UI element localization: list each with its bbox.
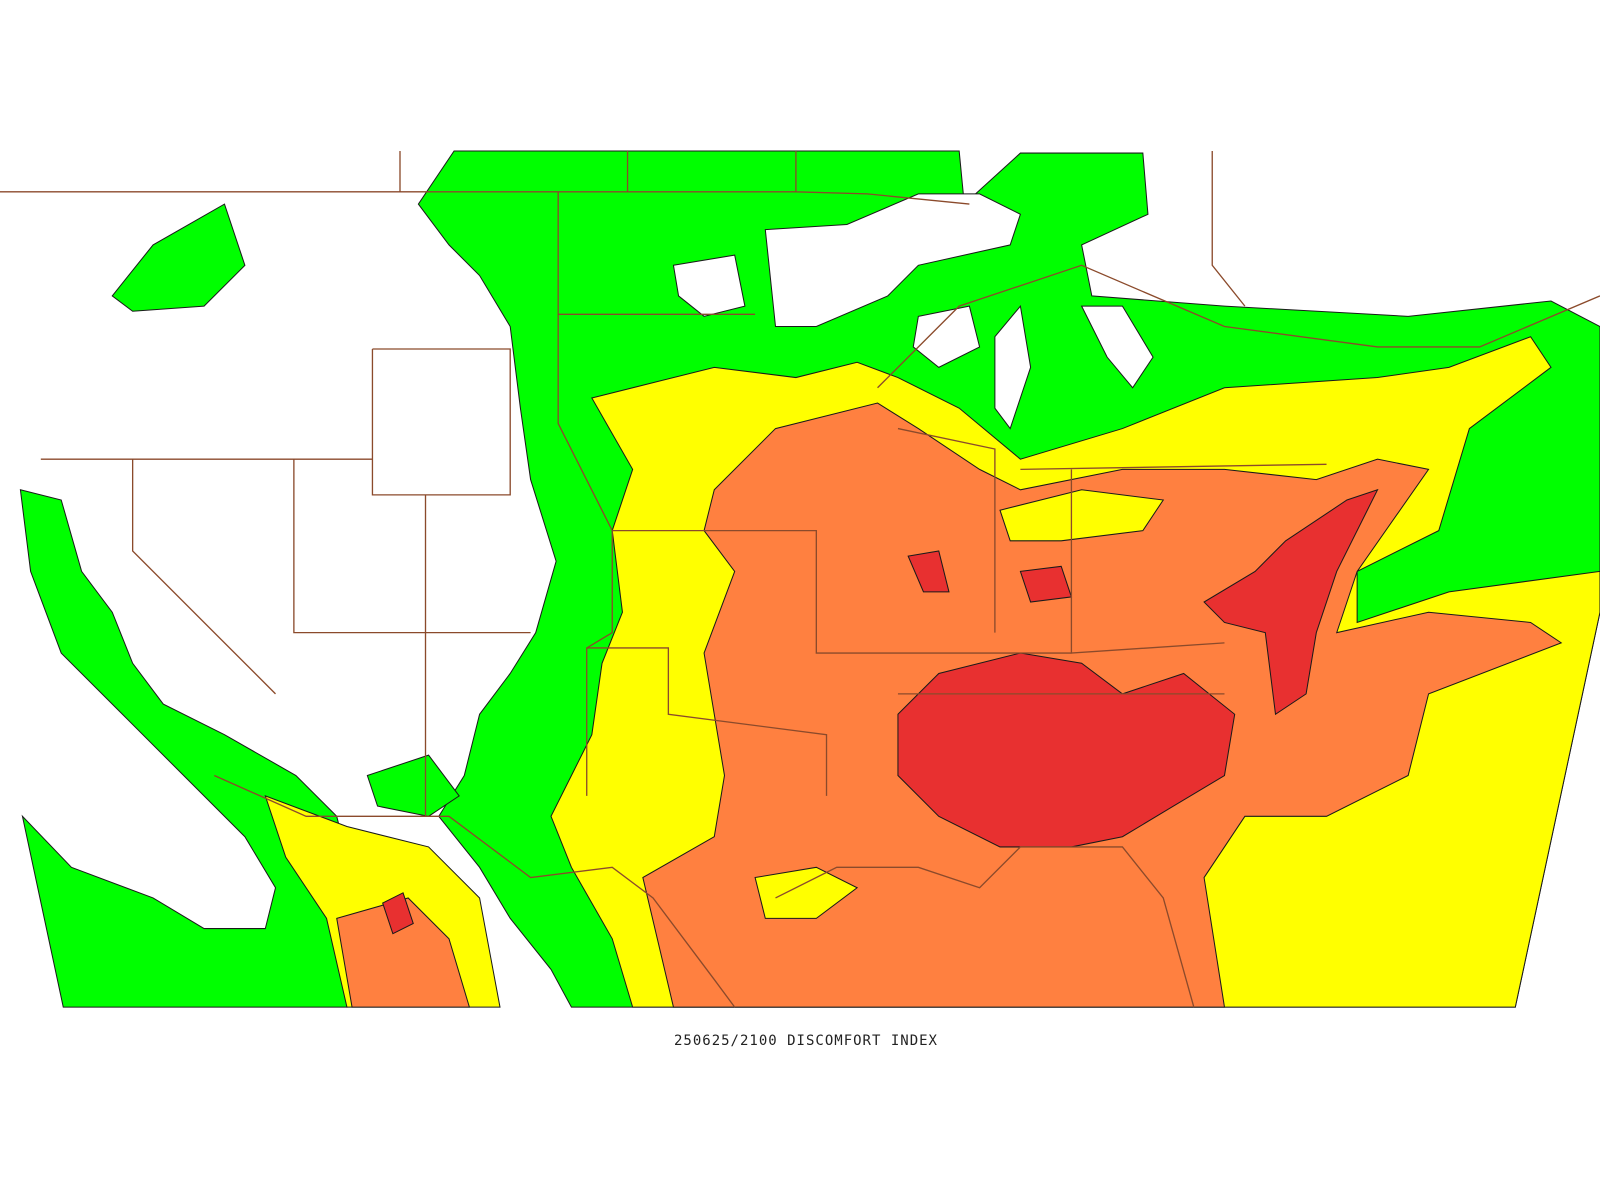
border-line [877,264,1600,389]
border-line [131,459,276,695]
border-line [557,191,613,796]
red-zone [897,652,1236,848]
map-caption: 250625/2100 DISCOMFORT INDEX [674,1033,938,1049]
border-line [897,427,996,633]
red-zone [1203,488,1379,716]
green-zone [19,489,353,1008]
border-line [214,774,736,1008]
green-zone [366,754,460,817]
lake [994,304,1032,430]
unshaded-area [672,254,746,317]
border-line [293,459,531,634]
yellow-zone [754,866,859,919]
green-zone [111,203,246,312]
lake [912,305,981,368]
border-line [586,647,828,796]
lake [1080,305,1154,389]
border-line [1211,151,1246,307]
border-line [795,151,970,205]
red-zone [907,550,950,593]
borders [0,151,1600,1008]
border-line [1020,463,1327,471]
unshaded-area [1212,151,1552,296]
border-line [371,348,511,496]
border-line [1070,469,1225,654]
yellow-zone [999,489,1165,542]
map [0,150,1600,1008]
lake [764,193,1022,328]
border-line [775,846,1195,1008]
border-line [612,529,1072,654]
red-zone [382,892,414,935]
